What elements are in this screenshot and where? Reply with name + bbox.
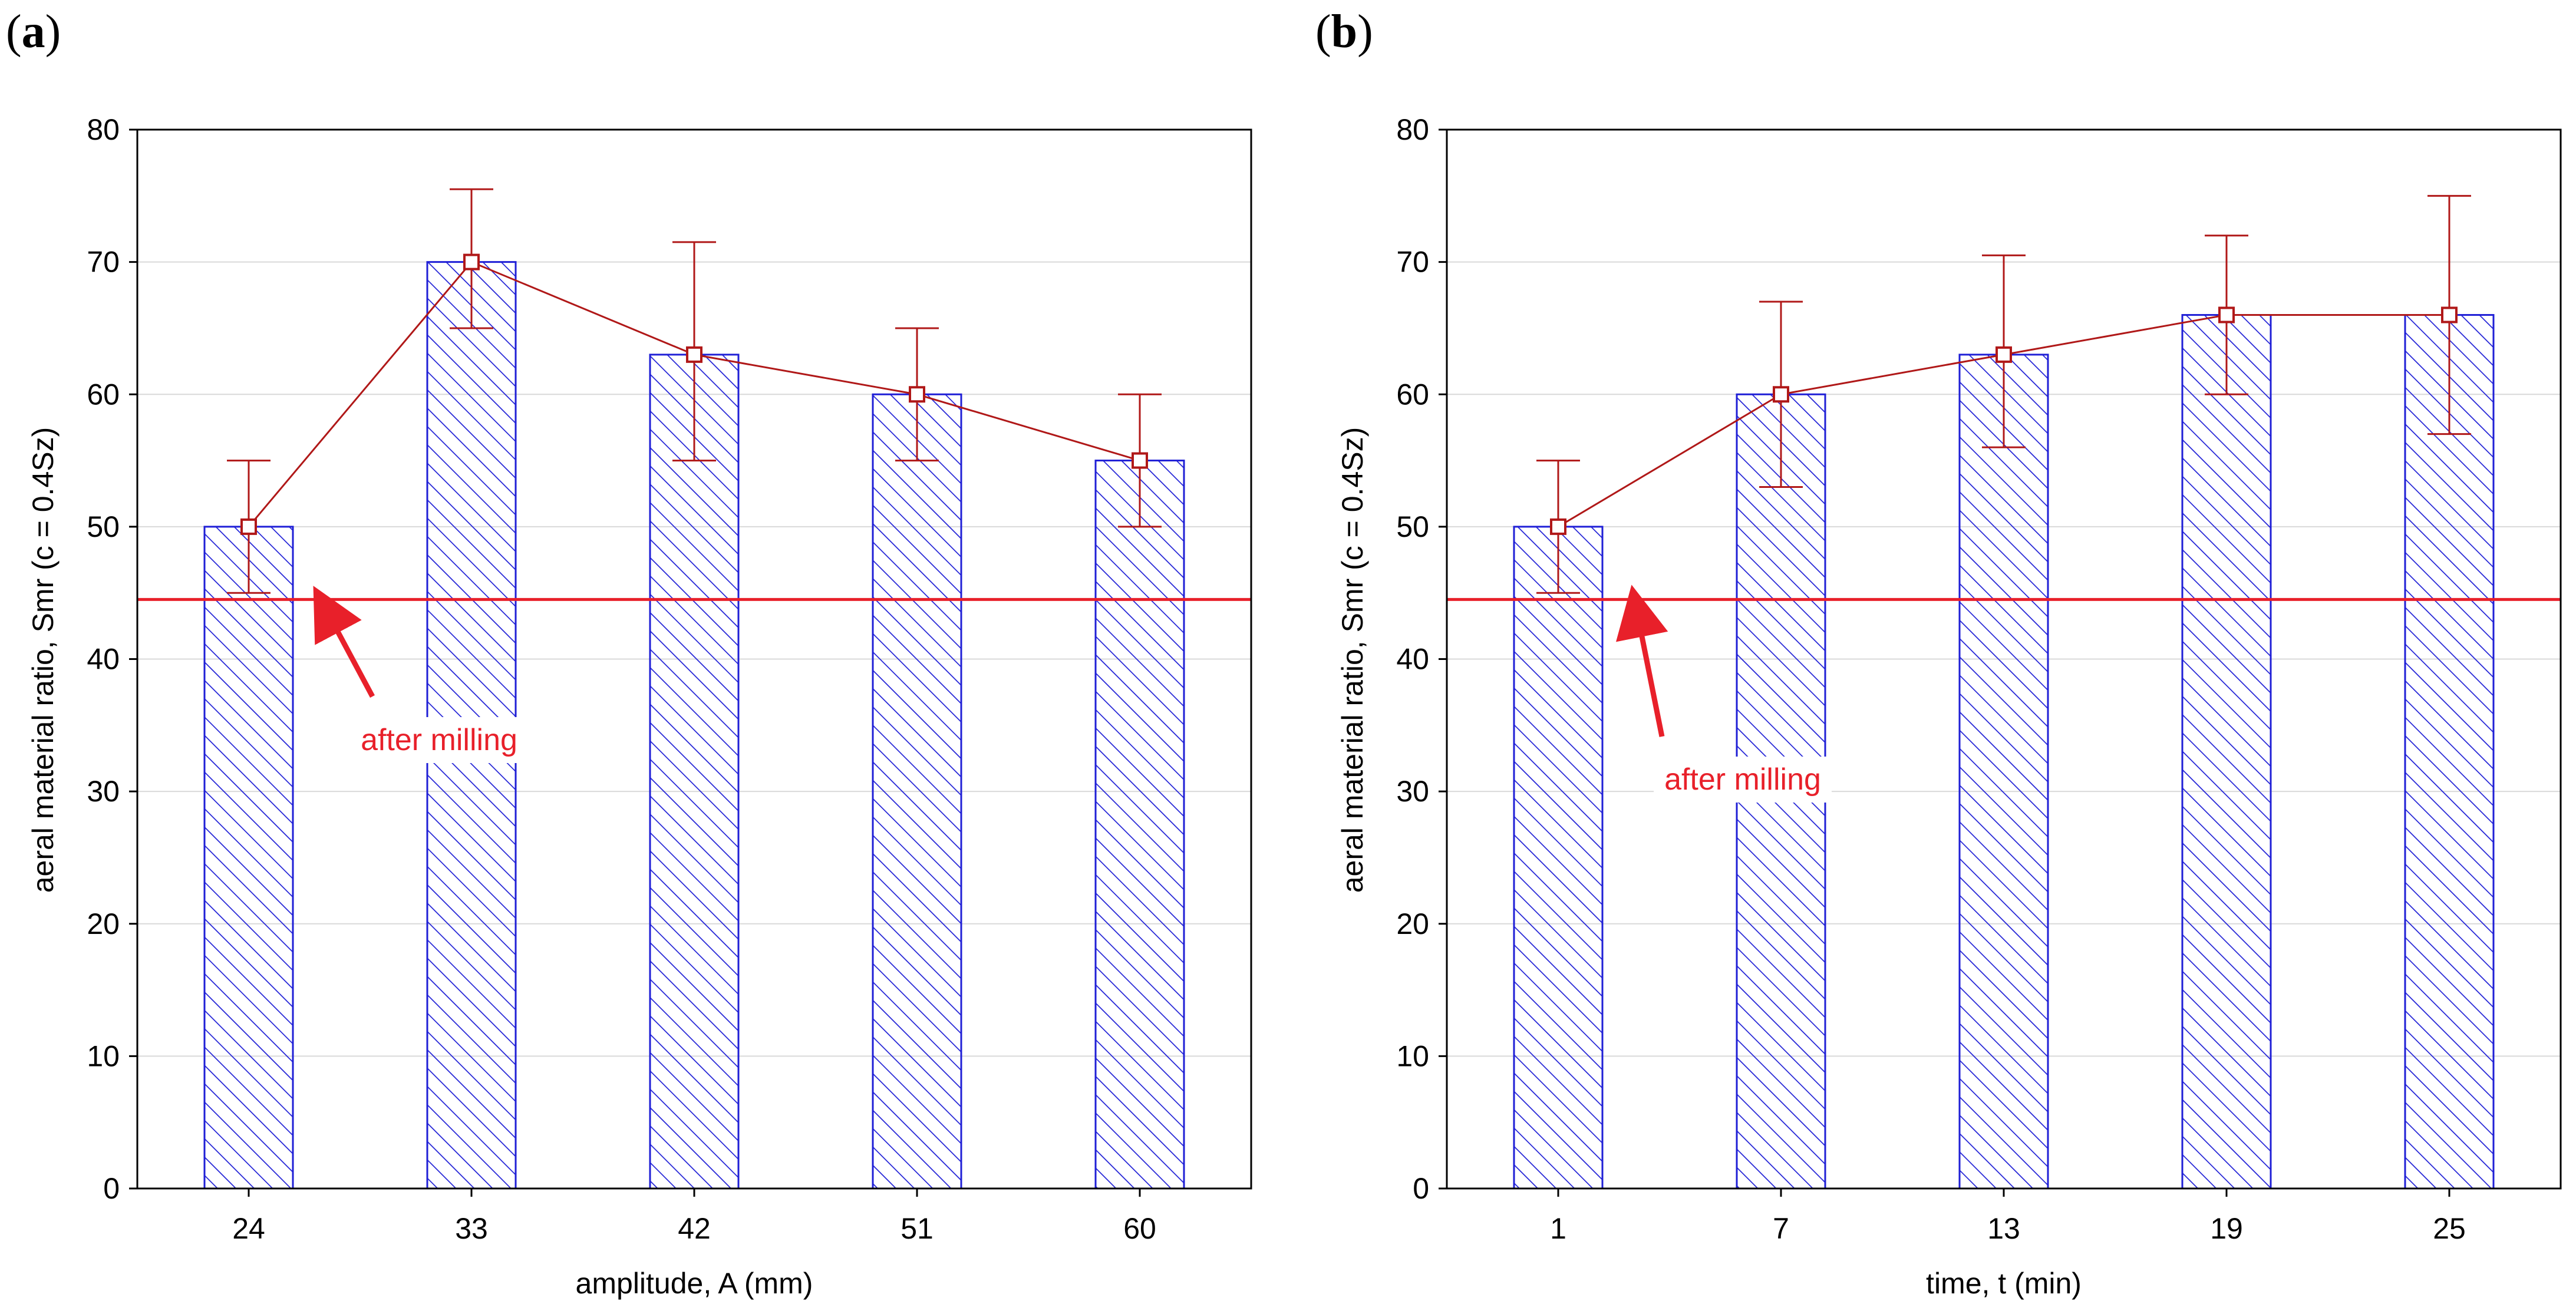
y-tick-label-b-20: 20 [1396, 907, 1429, 940]
y-axis-title-a: aeral material ratio, Smr (c = 0.4Sz) [27, 427, 60, 893]
bar-b-25 [2404, 313, 2495, 1190]
bar-a-60 [1094, 460, 1185, 1190]
y-tick-label-b-10: 10 [1396, 1039, 1429, 1072]
bar-a-24 [203, 526, 294, 1190]
x-axis-title-a: amplitude, A (mm) [576, 1267, 813, 1300]
panel-label-b-letter: b [1331, 6, 1358, 58]
y-tick-label-a-60: 60 [87, 378, 120, 411]
annotation-after-milling-b: after milling [1664, 762, 1821, 797]
chart-panel-a: (a) 0 10 20 30 40 50 60 70 80 24 33 42 51 60 aeral ma… [6, 6, 1252, 1300]
chart-panel-b: (b) 0 10 20 30 40 50 60 70 80 1 7 13 19 25 aeral mate… [1315, 6, 2562, 1300]
mean-point-b-19 [2218, 306, 2235, 323]
y-axis-title-b: aeral material ratio, Smr (c = 0.4Sz) [1336, 427, 1369, 893]
x-tick-label-b-7: 7 [1773, 1212, 1789, 1245]
mean-point-a-60 [1132, 452, 1148, 469]
y-tick-label-b-80: 80 [1396, 113, 1429, 146]
y-tick-label-b-30: 30 [1396, 775, 1429, 808]
y-tick-label-a-30: 30 [87, 775, 120, 808]
x-tick-label-b-19: 19 [2210, 1212, 2243, 1245]
y-tick-label-b-60: 60 [1396, 378, 1429, 411]
panel-label-b: (b) [1315, 6, 1373, 58]
bar-b-13 [1958, 354, 2049, 1190]
annotation-after-milling-b-background [1654, 757, 1832, 803]
x-tick-label-a-42: 42 [678, 1212, 711, 1245]
y-tick-label-a-40: 40 [87, 643, 120, 676]
annotation-arrow-b [1615, 585, 1668, 737]
mean-point-a-51 [909, 386, 925, 403]
bar-b-1 [1513, 526, 1604, 1190]
mean-point-b-13 [1996, 346, 2012, 363]
x-tick-label-a-51: 51 [901, 1212, 934, 1245]
y-tick-label-a-10: 10 [87, 1039, 120, 1072]
plot-area-b: 0 10 20 30 40 50 60 70 80 1 7 13 19 25 [1396, 113, 2562, 1245]
x-tick-label-b-25: 25 [2433, 1212, 2466, 1245]
plot-area-a: 0 10 20 30 40 50 60 70 80 24 33 42 51 60 [87, 113, 1252, 1245]
y-tick-label-a-80: 80 [87, 113, 120, 146]
bar-a-42 [649, 354, 740, 1190]
mean-point-b-7 [1773, 386, 1789, 403]
y-tick-label-a-70: 70 [87, 246, 120, 279]
panel-label-a-letter: a [22, 6, 45, 58]
mean-point-a-42 [686, 346, 702, 363]
mean-point-b-25 [2441, 306, 2458, 323]
annotation-after-milling-a-background [350, 717, 528, 763]
y-tick-label-a-20: 20 [87, 907, 120, 940]
panel-label-a: (a) [6, 6, 61, 58]
bar-a-51 [872, 393, 962, 1190]
annotation-after-milling-a: after milling [361, 723, 517, 757]
bar-b-19 [2181, 313, 2272, 1190]
y-tick-label-b-70: 70 [1396, 246, 1429, 279]
x-axis-title-b: time, t (min) [1926, 1267, 2082, 1300]
x-tick-label-a-33: 33 [455, 1212, 488, 1245]
y-tick-label-a-50: 50 [87, 510, 120, 543]
mean-point-b-1 [1550, 518, 1566, 535]
x-tick-label-b-13: 13 [1987, 1212, 2020, 1245]
annotation-arrow-a [313, 586, 375, 698]
y-tick-label-b-0: 0 [1413, 1172, 1429, 1205]
y-tick-label-b-40: 40 [1396, 643, 1429, 676]
mean-point-a-33 [463, 253, 480, 270]
y-tick-label-a-0: 0 [103, 1172, 120, 1205]
mean-point-a-24 [240, 518, 257, 535]
y-tick-label-b-50: 50 [1396, 510, 1429, 543]
x-tick-label-a-60: 60 [1123, 1212, 1156, 1245]
x-tick-label-b-1: 1 [1550, 1212, 1566, 1245]
x-tick-label-a-24: 24 [232, 1212, 265, 1245]
